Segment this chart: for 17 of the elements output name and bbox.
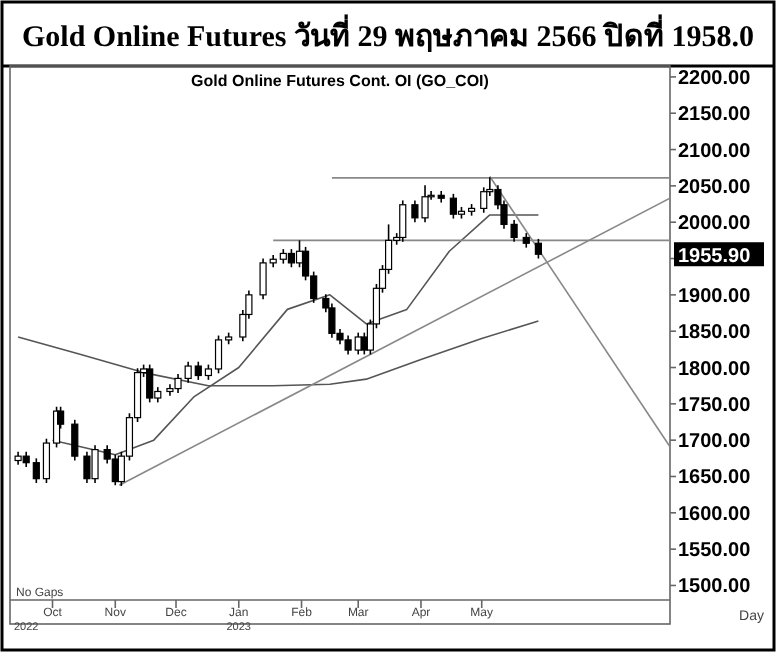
y-tick-label: 1700.00 — [678, 431, 752, 454]
y-tick-label: 2050.00 — [678, 176, 752, 199]
y-tick-label: 2000.00 — [678, 213, 752, 236]
y-tick-label: 1900.00 — [678, 285, 752, 308]
chart-subtitle: Gold Online Futures Cont. OI (GO_COI) — [191, 72, 490, 90]
y-tick-label: 1500.00 — [678, 576, 752, 599]
y-tick-label: 1800.00 — [678, 358, 752, 381]
y-tick-label: 1850.00 — [678, 322, 752, 345]
y-tick-label: 2200.00 — [678, 67, 752, 90]
y-tick-label: 1550.00 — [678, 540, 752, 563]
y-tick-label: 1650.00 — [678, 467, 752, 490]
y-tick-label: 1600.00 — [678, 503, 752, 526]
chart-title: Gold Online Futures วันที่ 29 พฤษภาคม 2566 ปิดที่ 1958.0 — [22, 14, 754, 54]
text: 1955.90 — [678, 246, 752, 269]
y-tick-label: 1750.00 — [678, 394, 752, 417]
y-tick-label: 2150.00 — [678, 104, 752, 127]
y-tick-label: 2100.00 — [678, 140, 752, 163]
